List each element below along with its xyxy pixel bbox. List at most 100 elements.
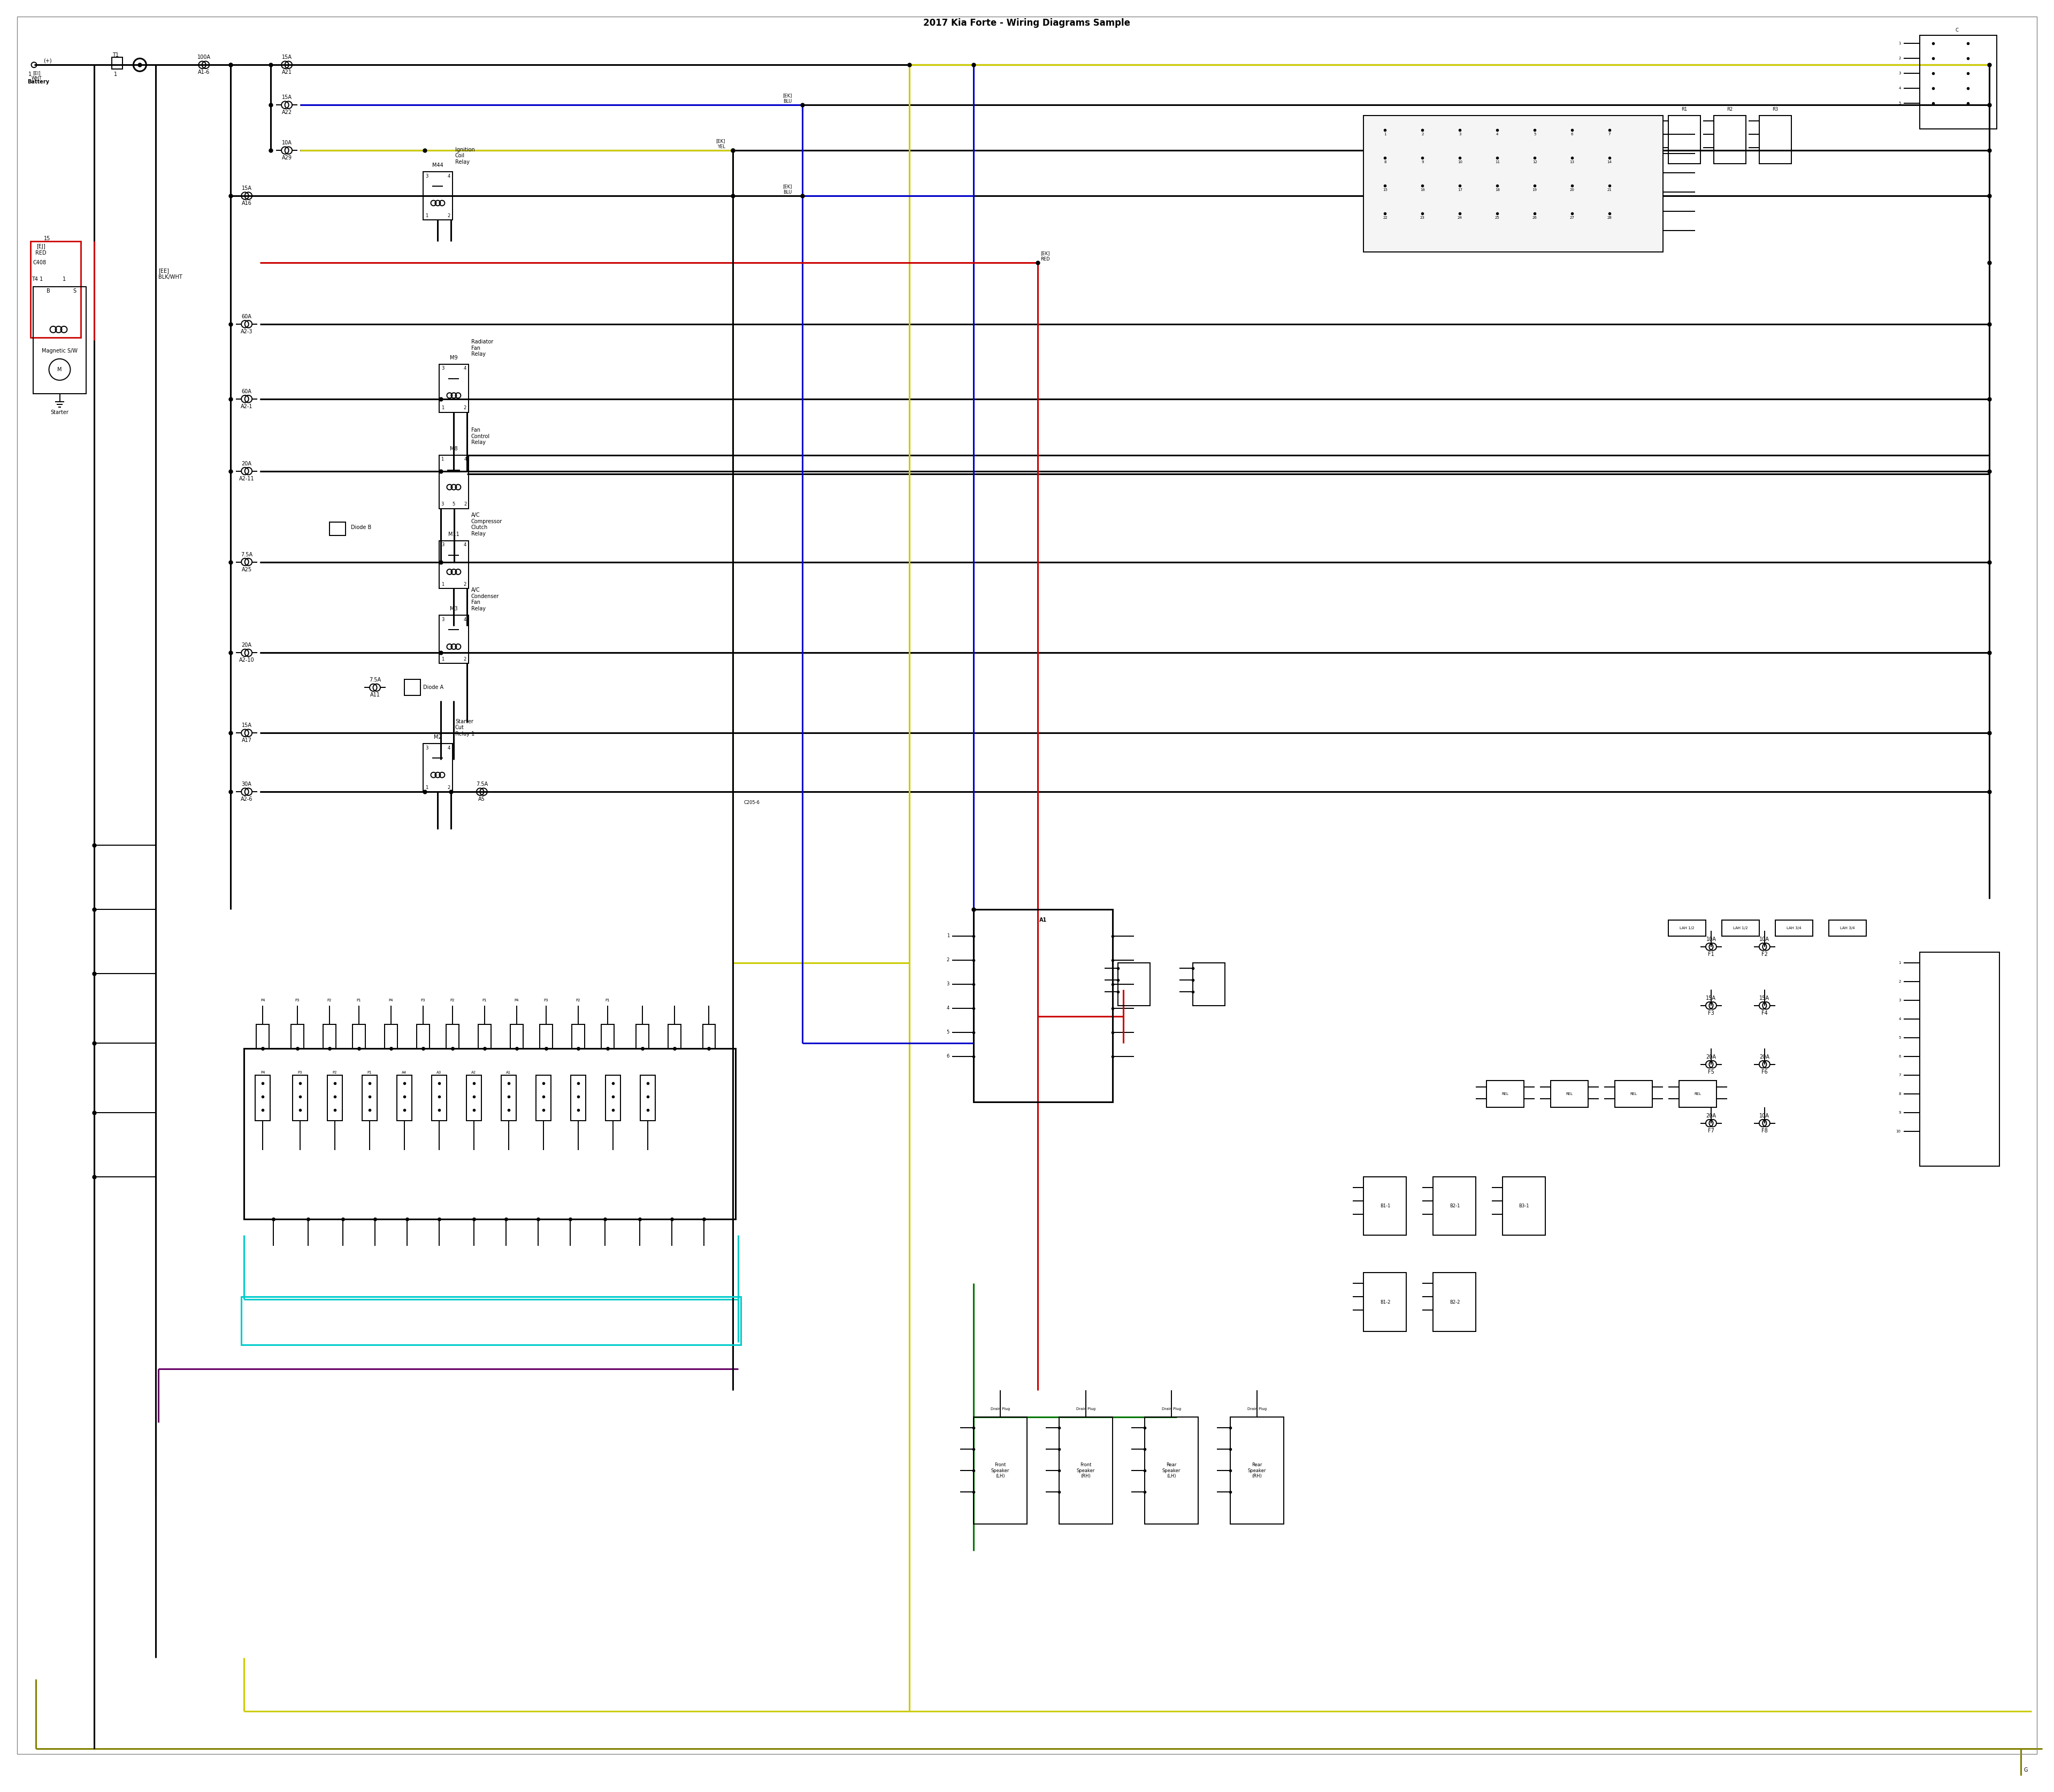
Bar [1551, 1081, 1588, 1107]
Bar [440, 541, 468, 590]
Text: 4: 4 [1898, 86, 1900, 90]
Text: 25: 25 [1495, 217, 1499, 219]
Text: 1: 1 [115, 72, 117, 77]
Text: Front
Speaker
(RH): Front Speaker (RH) [1076, 1462, 1095, 1478]
Text: Radiator
Fan
Relay: Radiator Fan Relay [470, 339, 493, 357]
Bar [417, 1025, 429, 1048]
Text: 8: 8 [1384, 161, 1386, 163]
Text: Drain Plug: Drain Plug [1076, 1407, 1095, 1410]
Bar [1775, 919, 1812, 935]
Text: 3: 3 [425, 174, 427, 179]
Text: 2: 2 [448, 785, 450, 790]
Bar [1117, 962, 1150, 1005]
Text: A2-11: A2-11 [238, 477, 255, 482]
Text: 4: 4 [464, 366, 466, 371]
Bar [509, 1025, 524, 1048]
Text: A3: A3 [438, 1072, 442, 1073]
Bar [540, 1025, 553, 1048]
Text: 7.5A: 7.5A [240, 552, 253, 557]
Bar [1920, 952, 2001, 1167]
Text: T1: T1 [113, 52, 119, 57]
Text: 4: 4 [464, 616, 466, 622]
Text: M: M [58, 367, 62, 373]
Bar [440, 455, 468, 509]
Text: 9: 9 [1898, 1111, 1900, 1115]
Text: M11: M11 [448, 532, 460, 538]
Text: 15A: 15A [281, 56, 292, 61]
Text: F5: F5 [1709, 1070, 1715, 1075]
Text: 1: 1 [62, 276, 66, 281]
Text: 1: 1 [442, 658, 444, 661]
Bar [668, 1025, 680, 1048]
Bar [244, 1048, 735, 1219]
Bar [440, 615, 468, 663]
Bar [1434, 1177, 1477, 1235]
Bar [353, 1025, 366, 1048]
Bar [423, 172, 452, 220]
Bar [602, 1025, 614, 1048]
Bar [1504, 1177, 1545, 1235]
Text: 9: 9 [1421, 161, 1423, 163]
Text: P3: P3 [544, 998, 548, 1002]
Bar [1758, 116, 1791, 163]
Text: B1-1: B1-1 [1380, 1204, 1391, 1208]
Bar [1828, 919, 1867, 935]
Text: 1: 1 [1898, 961, 1900, 964]
Text: F3: F3 [1709, 1011, 1715, 1016]
Text: A2-1: A2-1 [240, 403, 253, 409]
Text: 1: 1 [947, 934, 949, 939]
Text: 4: 4 [1898, 1018, 1900, 1020]
Text: 15A: 15A [242, 186, 253, 192]
Text: 2: 2 [464, 658, 466, 661]
Bar [1364, 1177, 1407, 1235]
Text: 20A: 20A [242, 461, 253, 466]
Bar [1144, 1417, 1197, 1523]
Text: A5: A5 [479, 797, 485, 803]
Text: Drain Plug: Drain Plug [990, 1407, 1011, 1410]
Text: 1: 1 [29, 72, 31, 77]
Text: 3: 3 [442, 366, 444, 371]
Text: B: B [47, 289, 49, 294]
Text: [EJ]: [EJ] [37, 244, 45, 249]
Text: 4: 4 [448, 174, 450, 179]
Text: B2-2: B2-2 [1450, 1299, 1460, 1305]
Text: 8: 8 [1898, 1091, 1900, 1095]
Text: C205-6: C205-6 [744, 799, 760, 805]
Text: A4: A4 [403, 1072, 407, 1073]
Text: P2: P2 [327, 998, 333, 1002]
Text: P2: P2 [575, 998, 581, 1002]
Text: 5: 5 [1534, 133, 1536, 136]
Text: B1-2: B1-2 [1380, 1299, 1391, 1305]
Text: 20: 20 [1569, 188, 1575, 192]
Text: R3: R3 [1773, 108, 1779, 111]
Text: 7: 7 [1898, 1073, 1900, 1077]
Text: 1: 1 [442, 457, 444, 462]
Bar [974, 909, 1113, 1102]
Bar [479, 1025, 491, 1048]
Text: 2: 2 [947, 957, 949, 962]
Text: 6: 6 [1571, 133, 1573, 136]
Bar [405, 679, 421, 695]
Text: 20A: 20A [1760, 1054, 1771, 1059]
Bar [1721, 919, 1758, 935]
Text: 30A: 30A [242, 781, 253, 787]
Text: Battery: Battery [27, 79, 49, 84]
Text: 2: 2 [464, 582, 466, 586]
Bar [1364, 116, 1664, 253]
Text: LAH 3/4: LAH 3/4 [1787, 926, 1801, 930]
Bar [1668, 919, 1705, 935]
Text: [EI]: [EI] [33, 70, 41, 75]
Text: P3: P3 [421, 998, 425, 1002]
Bar [1060, 1417, 1113, 1523]
Text: REL: REL [1631, 1091, 1637, 1095]
Text: 3: 3 [947, 982, 949, 987]
Text: S: S [74, 289, 76, 294]
Text: A1-6: A1-6 [197, 70, 210, 75]
Text: 27: 27 [1569, 217, 1575, 219]
Bar [329, 521, 345, 536]
Text: 7.5A: 7.5A [477, 781, 487, 787]
Text: 60A: 60A [242, 389, 253, 394]
Text: 4: 4 [464, 457, 466, 462]
Text: [EK]
RED: [EK] RED [1041, 251, 1050, 262]
Text: P4: P4 [514, 998, 520, 1002]
